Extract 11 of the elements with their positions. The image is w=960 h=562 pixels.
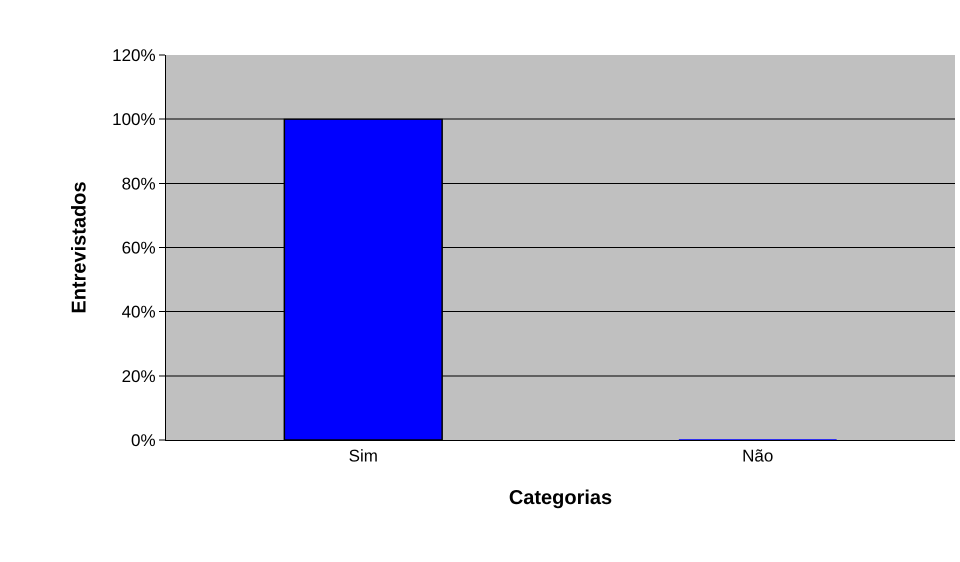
x-axis-title: Categorias xyxy=(508,486,612,509)
x-tick-label: Não xyxy=(742,446,774,466)
y-tick-label: 100% xyxy=(112,110,156,130)
y-tick-label: 80% xyxy=(122,174,156,194)
y-tick-label: 20% xyxy=(122,366,156,386)
x-tick-label: Sim xyxy=(348,446,378,466)
y-tick-label: 120% xyxy=(112,46,156,65)
y-tick-label: 0% xyxy=(131,430,156,450)
y-tick-label: 40% xyxy=(122,302,156,322)
y-axis-title: Entrevistados xyxy=(68,181,91,314)
y-tick-label: 60% xyxy=(122,238,156,258)
